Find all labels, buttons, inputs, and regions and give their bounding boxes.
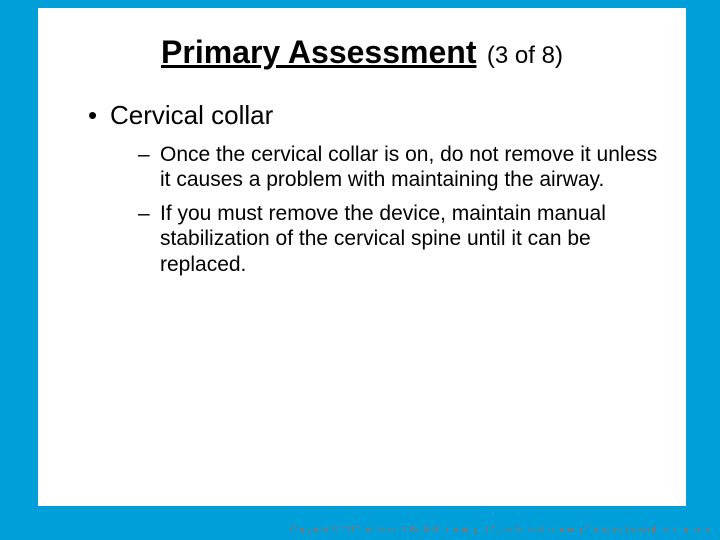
list-item: Once the cervical collar is on, do not r… — [138, 142, 658, 193]
list-item-text: If you must remove the device, maintain … — [160, 202, 606, 276]
list-item-text: Cervical collar — [110, 100, 273, 130]
slide-title-counter: (3 of 8) — [487, 42, 563, 69]
bullet-list: Cervical collar Once the cervical collar… — [66, 99, 658, 278]
list-item: Cervical collar Once the cervical collar… — [88, 99, 658, 278]
bullet-sublist: Once the cervical collar is on, do not r… — [110, 142, 658, 278]
slide-title: Primary Assessment (3 of 8) — [66, 34, 658, 71]
list-item: If you must remove the device, maintain … — [138, 201, 658, 278]
slide: Primary Assessment (3 of 8) Cervical col… — [0, 0, 720, 540]
list-item-text: Once the cervical collar is on, do not r… — [160, 143, 657, 192]
slide-content: Primary Assessment (3 of 8) Cervical col… — [38, 8, 686, 506]
copyright-footer: Copyright © 2017 by Jones & Bartlett Lea… — [290, 524, 710, 534]
slide-title-main: Primary Assessment — [161, 34, 476, 70]
